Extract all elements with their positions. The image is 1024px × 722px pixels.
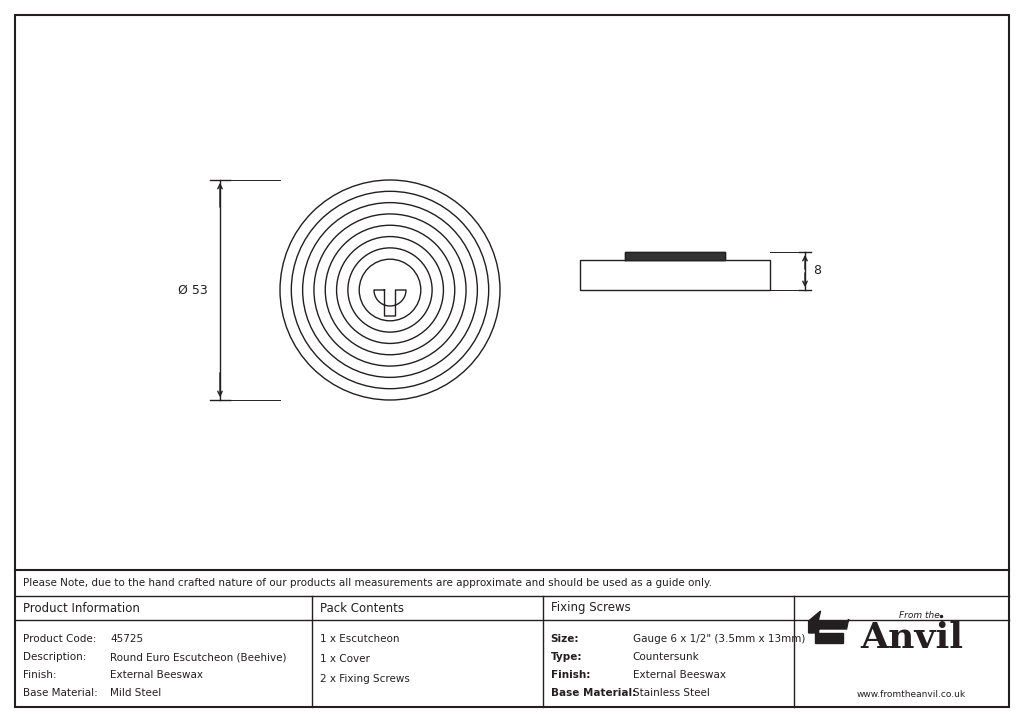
Text: 1 x Cover: 1 x Cover: [321, 654, 371, 664]
Polygon shape: [625, 252, 725, 260]
Bar: [580, 260, 770, 290]
Text: Stainless Steel: Stainless Steel: [633, 688, 710, 698]
Text: 45725: 45725: [110, 634, 143, 644]
Text: Round Euro Escutcheon (Beehive): Round Euro Escutcheon (Beehive): [110, 652, 287, 662]
Text: www.fromtheanvil.co.uk: www.fromtheanvil.co.uk: [857, 690, 966, 699]
Text: Fixing Screws: Fixing Screws: [551, 601, 631, 614]
Text: Size:: Size:: [551, 634, 580, 644]
Text: From the: From the: [899, 611, 940, 620]
Text: Anvil: Anvil: [860, 621, 963, 655]
Text: Countersunk: Countersunk: [633, 652, 699, 662]
Text: Base Material:: Base Material:: [551, 688, 636, 698]
Text: Description:: Description:: [23, 652, 86, 662]
Text: Type:: Type:: [551, 652, 583, 662]
Text: Product Code:: Product Code:: [23, 634, 96, 644]
Polygon shape: [815, 633, 843, 643]
Text: Finish:: Finish:: [23, 670, 56, 680]
Text: 2 x Fixing Screws: 2 x Fixing Screws: [321, 674, 411, 684]
Text: Gauge 6 x 1/2" (3.5mm x 13mm): Gauge 6 x 1/2" (3.5mm x 13mm): [633, 634, 805, 644]
Text: Mild Steel: Mild Steel: [110, 688, 161, 698]
Text: External Beeswax: External Beeswax: [633, 670, 726, 680]
Polygon shape: [809, 611, 849, 633]
Text: Pack Contents: Pack Contents: [321, 601, 404, 614]
Text: Ø 53: Ø 53: [178, 284, 208, 297]
Text: 1 x Escutcheon: 1 x Escutcheon: [321, 634, 399, 644]
Text: External Beeswax: External Beeswax: [110, 670, 203, 680]
Text: Base Material:: Base Material:: [23, 688, 97, 698]
Text: 8: 8: [813, 264, 821, 277]
Polygon shape: [374, 290, 406, 316]
Text: Product Information: Product Information: [23, 601, 140, 614]
Text: Please Note, due to the hand crafted nature of our products all measurements are: Please Note, due to the hand crafted nat…: [23, 578, 712, 588]
Text: Finish:: Finish:: [551, 670, 590, 680]
